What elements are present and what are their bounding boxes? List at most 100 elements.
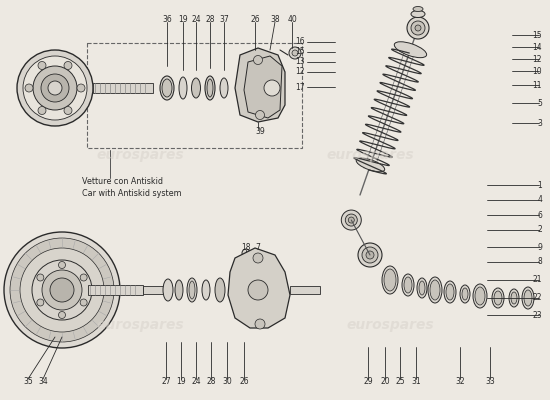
Circle shape [342, 210, 361, 230]
Circle shape [41, 74, 69, 102]
Circle shape [58, 262, 65, 268]
Circle shape [411, 21, 425, 35]
Text: 15: 15 [295, 48, 305, 56]
Text: Car with Antiskid system: Car with Antiskid system [82, 188, 182, 198]
Text: 38: 38 [270, 16, 280, 24]
Ellipse shape [430, 280, 440, 300]
Ellipse shape [462, 288, 468, 300]
Ellipse shape [460, 285, 470, 303]
Circle shape [255, 319, 265, 329]
Ellipse shape [404, 277, 412, 293]
Ellipse shape [417, 278, 427, 298]
Ellipse shape [522, 287, 534, 309]
Text: 28: 28 [205, 16, 214, 24]
Text: 23: 23 [532, 310, 542, 320]
Ellipse shape [207, 79, 213, 97]
Ellipse shape [356, 158, 384, 172]
Ellipse shape [220, 78, 228, 98]
Text: 33: 33 [485, 378, 495, 386]
Circle shape [77, 84, 85, 92]
Text: 14: 14 [532, 42, 542, 52]
Circle shape [48, 81, 62, 95]
Text: 19: 19 [176, 378, 186, 386]
Bar [93, 83, 153, 93]
Circle shape [254, 56, 262, 64]
Ellipse shape [162, 79, 172, 97]
Circle shape [253, 253, 263, 263]
Circle shape [366, 251, 374, 259]
Bar [290, 286, 320, 294]
Ellipse shape [511, 292, 517, 304]
Ellipse shape [191, 78, 201, 98]
Text: 27: 27 [161, 378, 171, 386]
Text: 5: 5 [537, 98, 542, 108]
Circle shape [37, 274, 44, 281]
Text: 26: 26 [250, 16, 260, 24]
Circle shape [242, 249, 250, 257]
Text: 29: 29 [363, 378, 373, 386]
Ellipse shape [509, 289, 519, 307]
Circle shape [80, 274, 87, 281]
Ellipse shape [473, 284, 487, 308]
Ellipse shape [446, 284, 454, 300]
Text: 13: 13 [295, 58, 305, 66]
Text: 31: 31 [411, 378, 421, 386]
Ellipse shape [384, 269, 396, 291]
Text: 11: 11 [532, 80, 542, 90]
Text: 9: 9 [537, 242, 542, 252]
Text: 2: 2 [537, 226, 542, 234]
Circle shape [407, 17, 429, 39]
Text: Vetture con Antiskid: Vetture con Antiskid [82, 178, 163, 186]
Ellipse shape [215, 278, 225, 302]
Ellipse shape [411, 10, 425, 18]
Ellipse shape [428, 277, 442, 303]
Circle shape [58, 312, 65, 318]
Text: 1: 1 [537, 180, 542, 190]
Circle shape [415, 25, 421, 31]
Text: 8: 8 [537, 258, 542, 266]
Text: 6: 6 [537, 210, 542, 220]
Circle shape [23, 56, 87, 120]
Circle shape [50, 278, 74, 302]
Ellipse shape [205, 76, 215, 100]
Text: eurospares: eurospares [96, 148, 184, 162]
Text: 32: 32 [455, 378, 465, 386]
Circle shape [38, 62, 46, 70]
Text: 36: 36 [162, 16, 172, 24]
Text: 39: 39 [255, 128, 265, 136]
Text: 18: 18 [241, 242, 251, 252]
Ellipse shape [382, 266, 398, 294]
Text: 3: 3 [537, 118, 542, 128]
Text: 20: 20 [380, 378, 390, 386]
Text: 15: 15 [532, 30, 542, 40]
Ellipse shape [475, 287, 485, 305]
Circle shape [64, 62, 72, 70]
Text: 12: 12 [295, 68, 305, 76]
Circle shape [348, 217, 354, 223]
Bar [88, 285, 143, 295]
Text: 10: 10 [532, 66, 542, 76]
Ellipse shape [394, 42, 427, 58]
Circle shape [17, 50, 93, 126]
Polygon shape [228, 248, 290, 328]
Circle shape [4, 232, 120, 348]
Polygon shape [244, 56, 282, 118]
Text: 22: 22 [532, 294, 542, 302]
Ellipse shape [179, 77, 187, 99]
Circle shape [38, 106, 46, 114]
Text: 24: 24 [191, 378, 201, 386]
Ellipse shape [494, 291, 502, 305]
Ellipse shape [444, 281, 456, 303]
Ellipse shape [492, 288, 504, 308]
Circle shape [32, 260, 92, 320]
Polygon shape [235, 48, 285, 122]
Ellipse shape [160, 76, 174, 100]
Text: 16: 16 [295, 38, 305, 46]
Bar [143, 286, 163, 294]
Text: 30: 30 [222, 378, 232, 386]
Ellipse shape [419, 281, 425, 295]
Text: 40: 40 [287, 16, 297, 24]
Circle shape [42, 270, 82, 310]
Ellipse shape [524, 290, 532, 306]
Text: 4: 4 [537, 196, 542, 204]
